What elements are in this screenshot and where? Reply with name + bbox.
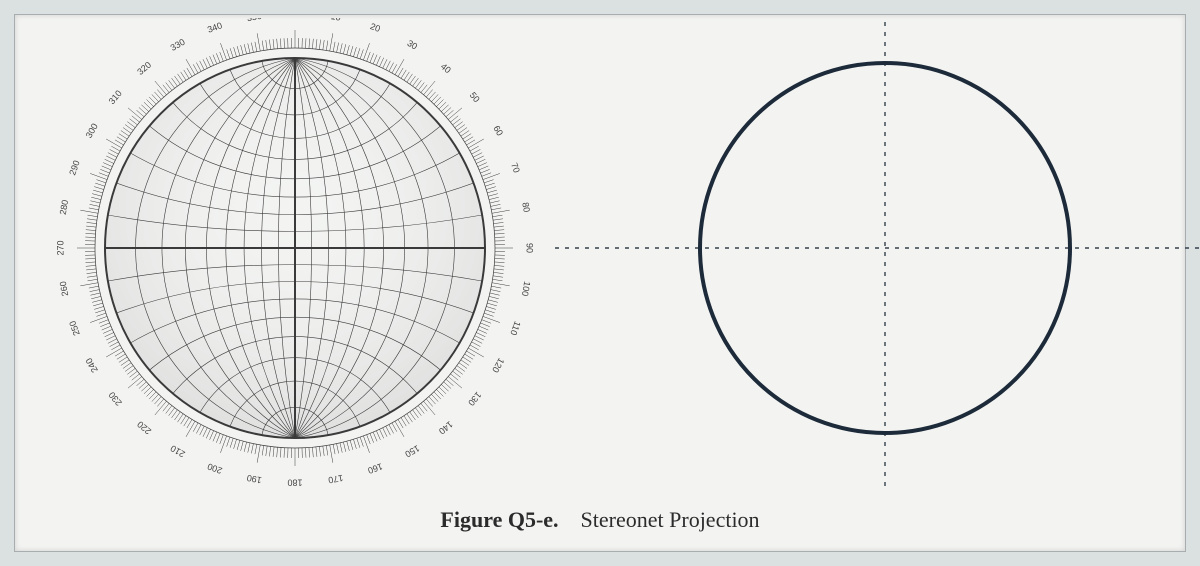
figure-title-space xyxy=(564,507,575,532)
svg-text:220: 220 xyxy=(135,419,153,436)
svg-text:180: 180 xyxy=(287,478,302,488)
stereonet-panel: 0102030405060708090100110120130140150160… xyxy=(35,25,555,481)
inner-panel: 0102030405060708090100110120130140150160… xyxy=(14,14,1186,552)
svg-text:160: 160 xyxy=(366,461,384,476)
figures-row: 0102030405060708090100110120130140150160… xyxy=(15,15,1185,491)
svg-text:130: 130 xyxy=(466,390,483,408)
page: 0102030405060708090100110120130140150160… xyxy=(0,0,1200,566)
svg-text:110: 110 xyxy=(508,320,522,337)
svg-text:80: 80 xyxy=(520,201,532,213)
blank-circle-panel xyxy=(555,25,1200,481)
svg-text:120: 120 xyxy=(490,356,506,374)
svg-text:90: 90 xyxy=(525,243,535,253)
svg-text:270: 270 xyxy=(55,240,65,255)
svg-text:150: 150 xyxy=(403,443,421,459)
svg-text:190: 190 xyxy=(246,473,263,485)
svg-text:200: 200 xyxy=(206,461,224,476)
svg-text:30: 30 xyxy=(405,38,419,52)
svg-text:280: 280 xyxy=(58,199,70,216)
svg-text:330: 330 xyxy=(169,37,187,53)
svg-text:70: 70 xyxy=(509,161,522,174)
figure-caption: Figure Q5-e. Stereonet Projection xyxy=(15,507,1185,533)
svg-text:260: 260 xyxy=(58,280,70,297)
svg-text:320: 320 xyxy=(135,60,153,77)
svg-text:310: 310 xyxy=(107,88,124,106)
svg-text:140: 140 xyxy=(437,419,455,436)
svg-text:50: 50 xyxy=(468,90,482,104)
svg-text:40: 40 xyxy=(439,61,453,75)
svg-text:290: 290 xyxy=(67,159,82,177)
svg-text:250: 250 xyxy=(67,319,82,337)
svg-text:60: 60 xyxy=(491,124,505,138)
stereonet-diagram: 0102030405060708090100110120130140150160… xyxy=(35,18,555,488)
svg-text:20: 20 xyxy=(369,21,382,34)
figure-title: Stereonet Projection xyxy=(581,507,760,532)
svg-text:100: 100 xyxy=(520,280,532,297)
blank-circle-diagram xyxy=(555,18,1200,488)
svg-text:350: 350 xyxy=(246,18,263,23)
svg-text:10: 10 xyxy=(330,18,342,23)
svg-text:210: 210 xyxy=(169,443,187,459)
svg-text:300: 300 xyxy=(84,122,100,140)
figure-label: Figure Q5-e. xyxy=(440,507,558,532)
svg-text:240: 240 xyxy=(84,356,100,374)
svg-text:170: 170 xyxy=(327,473,344,485)
svg-text:340: 340 xyxy=(206,20,224,35)
svg-text:230: 230 xyxy=(107,390,124,408)
